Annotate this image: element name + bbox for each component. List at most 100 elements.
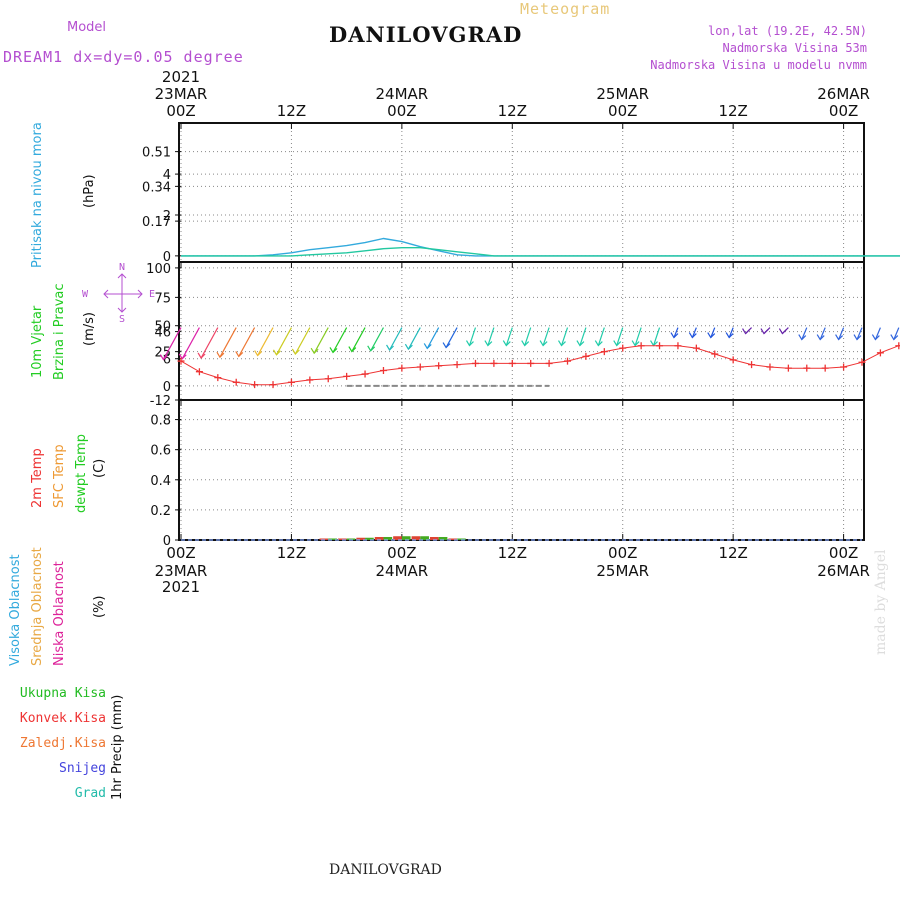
wind-barb xyxy=(725,327,734,339)
top-date-label: 23MAR xyxy=(155,85,208,103)
wind-barb-shaft xyxy=(874,327,881,340)
y-tick-label: 0 xyxy=(163,380,171,395)
y-tick-label: 46 xyxy=(154,326,171,341)
compass-west-label: W xyxy=(82,289,89,300)
wind-barb-shaft xyxy=(468,327,477,346)
wind-barb-head xyxy=(442,342,451,349)
wind-barb-head xyxy=(272,349,281,356)
wind-barb-shaft xyxy=(616,327,624,346)
y-tick-label: 100 xyxy=(146,262,171,277)
wind-barb xyxy=(816,327,826,341)
precip-bar-convective xyxy=(411,536,421,540)
y-tick-label: 75 xyxy=(154,291,171,306)
wind-barb xyxy=(539,327,550,347)
top-hour-label: 00Z xyxy=(608,102,637,120)
precip-bar-convective xyxy=(393,536,402,540)
wind-barb-shaft xyxy=(524,327,532,346)
wind-barb xyxy=(216,327,237,359)
wind-barb-shaft xyxy=(819,327,826,340)
wind-barb xyxy=(178,327,200,360)
y-tick-label: 4 xyxy=(163,168,171,183)
temperature-2m-marker xyxy=(527,359,535,367)
footer-station: DANILOVGRAD xyxy=(329,862,442,878)
temperature-2m-marker xyxy=(287,378,295,386)
wind-barb xyxy=(329,327,348,354)
wind-barb-shaft xyxy=(838,327,845,340)
wind-barb xyxy=(594,327,605,347)
precip-bar-total xyxy=(346,538,356,540)
temperature-2m-marker xyxy=(876,349,884,357)
wind-barb-shaft xyxy=(652,327,661,346)
wind-barb xyxy=(235,327,256,358)
model-elevation-info: Nadmorska Visina u modelu nvmm xyxy=(650,58,867,72)
coords-info: lon,lat (19.2E, 42.5N) xyxy=(708,24,867,38)
temperature-2m-marker xyxy=(564,357,572,365)
temperature-2m-marker xyxy=(840,363,848,371)
wind-barb-head xyxy=(613,340,622,347)
wind-barb-head xyxy=(688,332,697,339)
temperature-2m-marker xyxy=(343,372,351,380)
wind-barb-shaft xyxy=(162,327,182,360)
wind-barb-head xyxy=(853,334,862,341)
temperature-2m-marker xyxy=(398,364,406,372)
y-tick-label: 0.4 xyxy=(150,474,171,489)
wind-barb-head xyxy=(594,340,603,347)
wind-barb xyxy=(367,327,384,352)
top-hour-label: 00Z xyxy=(166,102,195,120)
compass-rose: N W E S xyxy=(82,262,155,325)
wind-barb xyxy=(521,327,532,347)
temperature-2m-marker xyxy=(490,359,498,367)
wind-barb-shaft xyxy=(257,327,274,356)
temperature-2m-marker xyxy=(379,367,387,375)
wind-barb xyxy=(159,327,182,361)
precip-bar-convective xyxy=(319,538,329,540)
precip-bar-total xyxy=(365,537,374,540)
temperature-2m-marker xyxy=(545,359,553,367)
y-tick-label: 0 xyxy=(163,250,171,265)
wind-barb-shaft xyxy=(445,327,458,348)
wind-barb xyxy=(742,327,752,335)
wind-barb xyxy=(465,327,477,347)
precip-bar-total xyxy=(328,538,337,540)
wind-barb-head xyxy=(670,332,679,339)
wind-barb xyxy=(254,327,274,357)
wind-barb-head xyxy=(631,340,640,347)
wind-barb-head xyxy=(367,345,376,352)
wind-barb-head xyxy=(197,352,206,359)
wind-barb xyxy=(778,327,789,335)
wind-barb xyxy=(650,327,661,347)
wind-barb-shaft xyxy=(801,327,808,340)
y-tick-label: 0.51 xyxy=(142,146,171,161)
wind-barb-head xyxy=(707,332,716,339)
wind-barb xyxy=(890,327,900,341)
wind-barb-head xyxy=(291,348,300,355)
temperature-2m-marker xyxy=(453,361,461,369)
wind-barb xyxy=(871,327,881,341)
wind-barb-shaft xyxy=(673,327,679,338)
wind-barb-head xyxy=(835,334,844,341)
top-year-label: 2021 xyxy=(162,68,200,86)
wind-barb-shaft xyxy=(200,327,219,359)
wind-barb-shaft xyxy=(351,327,366,352)
temperature-2m-marker xyxy=(895,342,900,350)
wind-barb-shaft xyxy=(691,327,697,338)
wind-barb-head xyxy=(816,334,825,341)
bottom-hour-label: 00Z xyxy=(829,544,858,562)
top-date-label: 26MAR xyxy=(817,85,870,103)
wind-barb xyxy=(853,327,863,341)
legend-snow: Snijeg xyxy=(59,761,106,776)
compass-east-label: E xyxy=(149,289,156,300)
precip-bar-total xyxy=(457,538,466,540)
wind-barb-head xyxy=(521,340,530,347)
bottom-hour-label: 00Z xyxy=(608,544,637,562)
wind-barb-shaft xyxy=(294,327,311,355)
wind-barb-head xyxy=(423,343,432,350)
y-tick-label: 50 xyxy=(154,320,171,335)
pressure-series-line-1 xyxy=(181,246,900,257)
wind-barb xyxy=(835,327,845,341)
y-tick-label: 0.34 xyxy=(142,180,171,195)
temperature-2m-marker xyxy=(306,376,314,384)
wind-barb xyxy=(670,327,679,339)
wind-barb xyxy=(310,327,329,355)
